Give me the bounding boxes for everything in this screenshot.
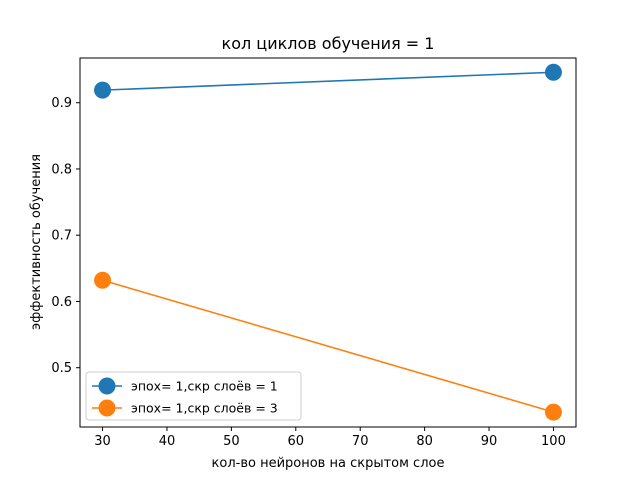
y-axis: 0.5 0.6 0.7 0.8 0.9 xyxy=(51,96,80,376)
legend-label: эпох= 1,скр слоёв = 3 xyxy=(131,401,278,416)
series-2-point xyxy=(544,403,562,421)
x-tick-label: 100 xyxy=(541,434,566,449)
legend-box xyxy=(85,371,302,421)
plot-frame xyxy=(79,57,577,428)
plot-area xyxy=(94,63,562,421)
series-1-point xyxy=(94,81,112,99)
x-tick-label: 50 xyxy=(223,434,240,449)
legend-label: эпох= 1,скр слоёв = 1 xyxy=(131,379,278,394)
legend-marker xyxy=(98,377,116,395)
y-tick-label: 0.5 xyxy=(51,361,72,376)
x-axis: 30 40 50 60 70 80 90 100 xyxy=(94,427,566,449)
y-tick-label: 0.7 xyxy=(51,229,72,244)
y-tick-label: 0.8 xyxy=(51,162,72,177)
x-tick-label: 30 xyxy=(94,434,111,449)
series-2-point xyxy=(94,271,112,289)
series-1-point xyxy=(544,63,562,81)
legend-marker xyxy=(98,399,116,417)
series-line-1 xyxy=(102,71,554,91)
y-tick-label: 0.9 xyxy=(51,96,72,111)
x-tick-label: 40 xyxy=(159,434,176,449)
x-tick-label: 80 xyxy=(416,434,433,449)
legend: эпох= 1,скр слоёв = 1 эпох= 1,скр слоёв =… xyxy=(85,371,302,421)
x-tick-label: 60 xyxy=(288,434,305,449)
y-tick-label: 0.6 xyxy=(51,295,72,310)
x-tick-label: 90 xyxy=(481,434,498,449)
x-tick-label: 70 xyxy=(352,434,369,449)
y-axis-label: эффективность обучения xyxy=(29,154,44,330)
chart-title: кол циклов обучения = 1 xyxy=(222,34,435,53)
x-axis-label: кол-во нейронов на скрытом слое xyxy=(212,456,445,471)
series-line-2 xyxy=(102,279,554,413)
